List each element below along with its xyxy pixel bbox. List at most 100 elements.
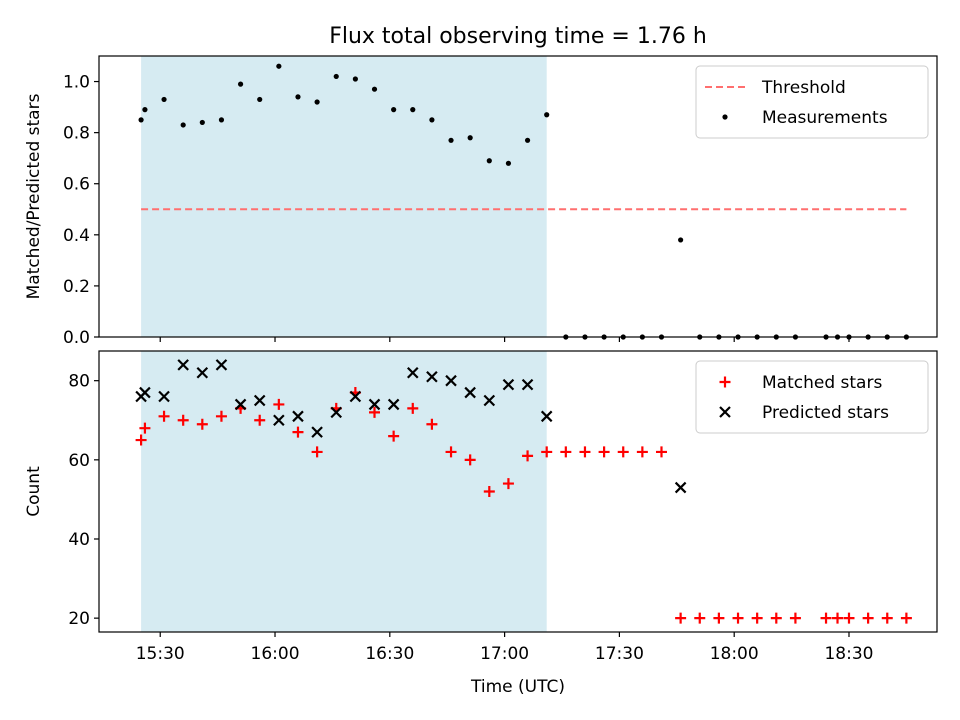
chart-title: Flux total observing time = 1.76 h [329, 24, 707, 49]
x-tick-label: 17:30 [595, 644, 644, 664]
data-point [311, 446, 323, 458]
data-point [820, 612, 832, 624]
legend-label: Matched stars [762, 373, 882, 393]
data-point [617, 446, 629, 458]
x-tick-label: 16:30 [365, 644, 414, 664]
y-tick-label: 40 [68, 530, 90, 550]
x-tick-label: 16:00 [251, 644, 300, 664]
x-tick-label: 18:30 [824, 644, 873, 664]
y-tick-label: 0.6 [63, 175, 90, 195]
data-point [135, 434, 147, 446]
data-point [445, 374, 457, 387]
data-point [330, 406, 343, 419]
data-point [237, 81, 244, 87]
data-point [391, 107, 397, 113]
data-point [196, 366, 209, 379]
x-axis-label: Time (UTC) [470, 677, 565, 697]
data-point [483, 394, 496, 407]
data-point [276, 63, 282, 69]
x-tick-label: 18:00 [710, 644, 759, 664]
data-point [218, 117, 225, 123]
legend-label: Threshold [761, 78, 846, 98]
legend: Threshold Measurements [695, 65, 929, 139]
data-point [407, 402, 419, 414]
data-point [349, 390, 362, 403]
data-point [524, 137, 531, 143]
data-point [713, 612, 725, 624]
data-point [257, 96, 263, 103]
data-point [521, 378, 534, 391]
data-point [579, 446, 591, 458]
series-matched-stars [135, 387, 912, 624]
data-point [387, 398, 400, 411]
plot-frame [98, 55, 938, 338]
y-tick-label: 20 [68, 609, 90, 629]
ratio-panel: 0.0 0.2 0.4 0.6 0.8 1.0 Matched/Predicted star… [24, 55, 938, 348]
data-point [486, 158, 492, 164]
data-point [900, 612, 912, 624]
data-point [694, 612, 706, 624]
data-point [410, 107, 416, 113]
data-point [292, 410, 304, 423]
data-point [369, 406, 381, 418]
data-point [560, 446, 572, 458]
legend-marker [719, 376, 731, 388]
data-point [253, 394, 266, 407]
data-point [311, 426, 323, 438]
data-point [732, 612, 744, 624]
data-point [177, 359, 189, 371]
data-point [544, 112, 550, 118]
data-point [180, 122, 186, 128]
y-tick-label: 60 [68, 451, 90, 471]
observing-window-shade [141, 56, 547, 337]
legend-marker [722, 114, 728, 120]
data-point [843, 612, 855, 624]
data-point [881, 612, 893, 624]
y-tick-label: 1.0 [63, 73, 90, 93]
data-point [467, 135, 473, 141]
data-point [215, 359, 228, 371]
y-tick-label: 80 [68, 372, 90, 392]
data-point [522, 450, 534, 462]
y-axis-label: Matched/Predicted stars [24, 93, 44, 299]
x-tick-label: 17:00 [480, 644, 529, 664]
data-point [368, 398, 381, 411]
legend-box [695, 360, 929, 434]
data-point [832, 612, 844, 624]
data-point [426, 370, 438, 383]
data-point [273, 398, 285, 410]
data-point [333, 73, 339, 80]
data-point [751, 612, 763, 624]
count-panel: 20 40 60 80 15:30 16:00 16:30 17:00 17:30 18:00 18… [24, 350, 938, 664]
data-point [177, 414, 189, 426]
data-point [142, 107, 148, 113]
data-point [371, 86, 378, 92]
y-tick-label: 0.0 [63, 328, 90, 348]
data-point [273, 414, 285, 427]
data-point [770, 612, 782, 624]
legend: Matched stars Predicted stars [695, 360, 929, 434]
data-point [352, 76, 358, 82]
data-point [502, 378, 515, 391]
data-point [426, 418, 438, 430]
plot-frame [98, 350, 938, 633]
data-point [314, 99, 320, 105]
data-point [541, 446, 553, 458]
data-point [158, 390, 170, 403]
data-point [540, 410, 553, 423]
y-axis-label: Count [24, 466, 44, 517]
data-point [196, 418, 208, 430]
data-point [139, 422, 151, 434]
data-point [234, 398, 247, 411]
data-point [295, 94, 301, 100]
data-point [464, 386, 476, 399]
data-point [138, 117, 144, 123]
data-point [445, 446, 457, 458]
y-tick-label: 0.2 [63, 277, 90, 297]
data-point [636, 446, 648, 458]
legend-label: Predicted stars [762, 403, 889, 423]
data-point [215, 410, 227, 422]
data-point [388, 430, 400, 442]
data-point [448, 137, 454, 143]
